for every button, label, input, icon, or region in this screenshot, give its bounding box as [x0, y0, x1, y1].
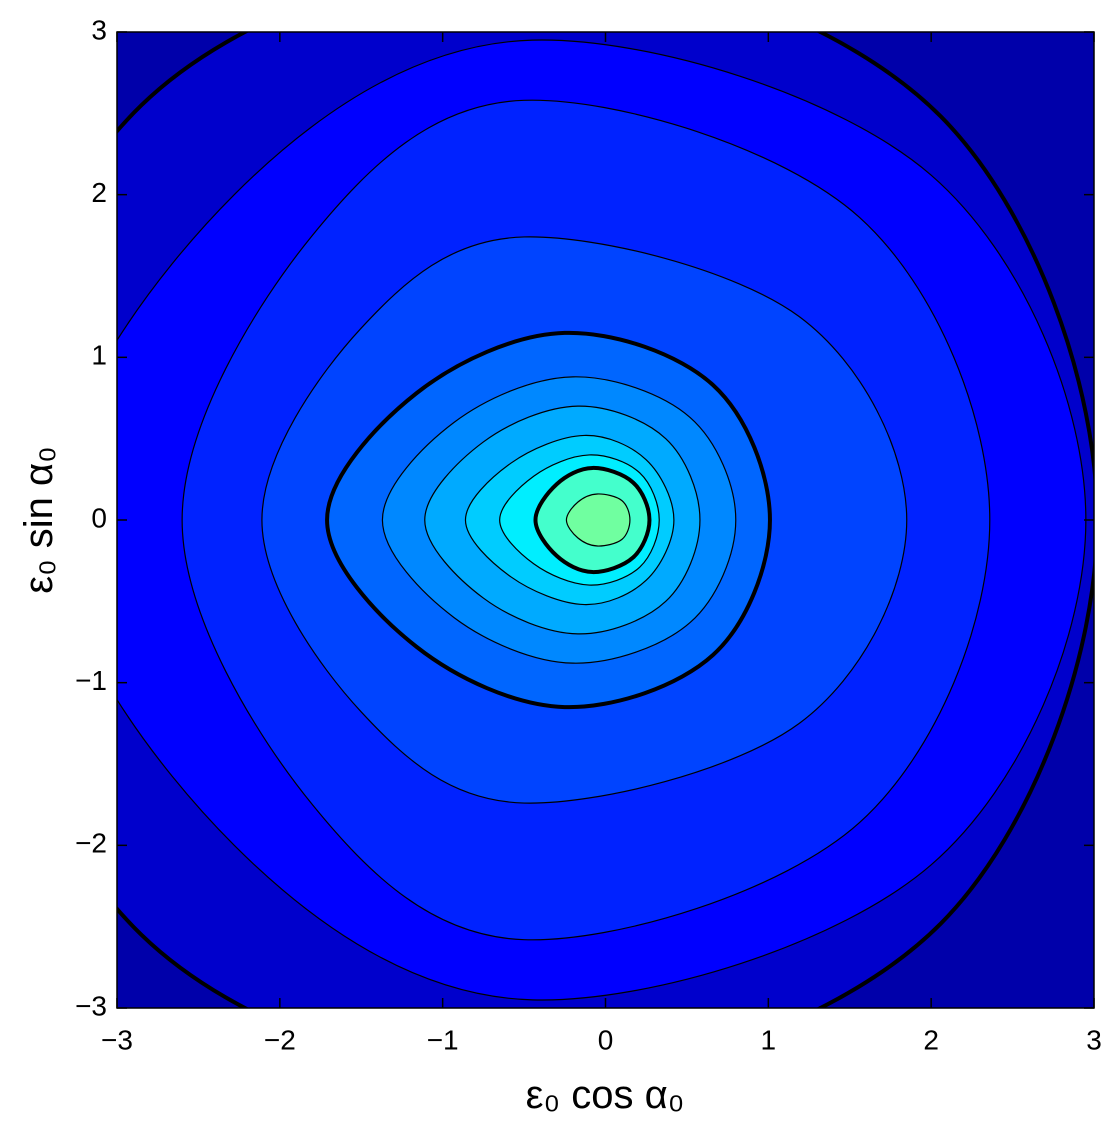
- x-tick-label: 3: [1086, 1024, 1102, 1055]
- x-tick-label: −3: [101, 1024, 133, 1055]
- y-tick-label: 2: [91, 177, 107, 208]
- x-tick-label: −2: [264, 1024, 296, 1055]
- x-tick-label: 1: [761, 1024, 777, 1055]
- x-axis-label: ε₀ cos α₀: [526, 1073, 685, 1117]
- y-axis-label: ε₀ sin α₀: [17, 446, 61, 594]
- x-tick-label: 2: [923, 1024, 939, 1055]
- y-tick-label: −2: [75, 828, 107, 859]
- y-tick-label: 3: [91, 14, 107, 45]
- plot-area: [117, 32, 1094, 1008]
- y-tick-label: 1: [91, 340, 107, 371]
- contour: [565, 493, 631, 547]
- y-tick-label: −1: [75, 665, 107, 696]
- x-tick-label: 0: [598, 1024, 614, 1055]
- y-tick-label: 0: [91, 502, 107, 533]
- x-tick-label: −1: [427, 1024, 459, 1055]
- y-tick-label: −3: [75, 990, 107, 1021]
- axes: −3 −2 −1 0 1 2 3 −3 −2 −1 0 1 2 3: [75, 14, 1102, 1055]
